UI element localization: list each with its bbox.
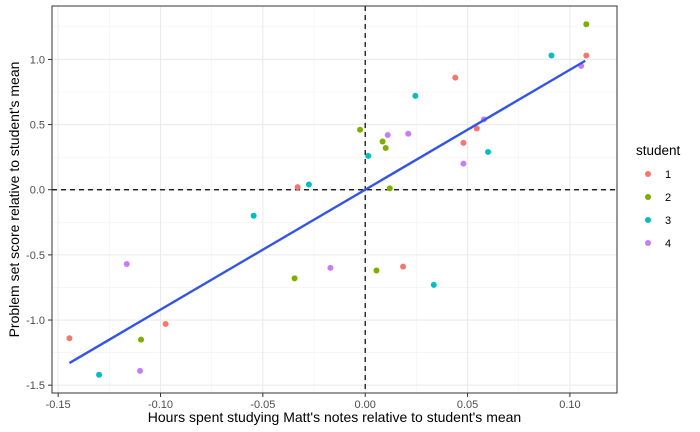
y-tick-label: -1.5 [26, 380, 45, 392]
data-point-student-1 [162, 320, 169, 327]
y-tick-label: -0.5 [26, 250, 45, 262]
legend-label-3: 3 [665, 215, 671, 227]
x-tick-label: 0.00 [354, 399, 375, 411]
x-tick-label: -0.15 [46, 399, 71, 411]
data-point-student-2 [386, 185, 393, 192]
data-point-student-3 [96, 371, 103, 378]
y-tick-label: 0.5 [30, 120, 45, 132]
data-point-student-2 [357, 126, 364, 133]
data-point-student-2 [373, 267, 380, 274]
legend-title: student [636, 143, 681, 158]
panel-border [51, 5, 618, 394]
data-point-student-4 [123, 261, 130, 267]
data-point-student-3 [305, 181, 312, 188]
data-point-student-4 [384, 132, 391, 138]
data-point-student-4 [327, 264, 334, 271]
data-points [66, 21, 590, 378]
x-tick-label: 0.05 [457, 399, 478, 411]
y-tick-label: 0.0 [30, 185, 45, 197]
data-point-student-1 [294, 184, 301, 191]
legend-label-2: 2 [665, 192, 671, 204]
data-point-student-3 [485, 148, 492, 155]
data-point-student-4 [405, 130, 412, 137]
data-point-student-2 [379, 138, 386, 145]
legend-key-2 [645, 194, 651, 200]
major-gridlines [52, 6, 617, 393]
y-axis-ticks: -1.5 -1.0 -0.5 0.0 0.5 1.0 [26, 54, 52, 392]
data-point-student-1 [66, 335, 73, 342]
data-point-student-1 [400, 263, 407, 270]
data-point-student-3 [365, 152, 372, 159]
x-axis-title: Hours spent studying Matt's notes relati… [148, 409, 521, 425]
legend-key-3 [645, 217, 651, 223]
legend-label-4: 4 [665, 238, 671, 250]
data-point-student-1 [452, 74, 459, 81]
data-point-student-3 [430, 281, 437, 288]
x-axis-ticks: -0.15 -0.10 -0.05 0.00 0.05 0.10 [46, 393, 581, 411]
y-tick-label: 1.0 [30, 54, 45, 66]
data-point-student-3 [250, 212, 257, 219]
data-point-student-1 [583, 52, 590, 59]
data-point-student-1 [460, 139, 467, 146]
data-point-student-3 [412, 92, 419, 99]
minor-gridlines [52, 6, 617, 393]
legend-label-1: 1 [665, 169, 671, 181]
fit-line [68, 59, 586, 365]
data-point-student-4 [460, 160, 467, 167]
data-point-student-2 [138, 336, 145, 343]
data-point-student-1 [473, 125, 480, 132]
y-tick-label: -1.0 [26, 315, 45, 327]
data-point-student-2 [291, 275, 298, 282]
legend-key-4 [645, 240, 651, 246]
fit-line-group [68, 59, 586, 365]
data-point-student-2 [583, 21, 590, 28]
legend: student 1 2 3 4 [636, 143, 681, 250]
x-tick-label: 0.10 [559, 399, 580, 411]
data-point-student-4 [137, 367, 144, 374]
legend-key-1 [645, 171, 651, 177]
data-point-student-3 [548, 52, 555, 59]
reference-lines [52, 6, 617, 393]
data-point-student-2 [382, 145, 389, 152]
x-tick-label: -0.05 [250, 399, 275, 411]
y-axis-title: Problem set score relative to student's … [6, 62, 22, 338]
x-tick-label: -0.10 [148, 399, 173, 411]
